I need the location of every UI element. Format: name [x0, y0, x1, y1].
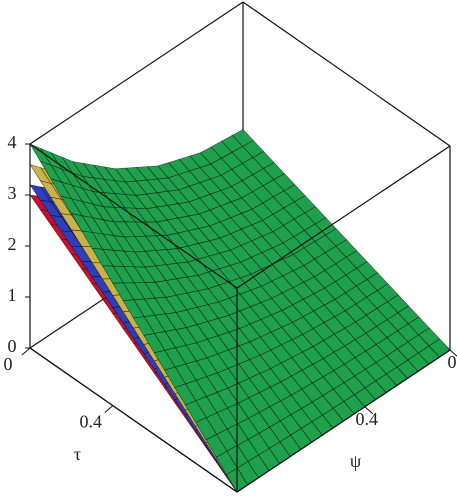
- z-tick-label: 4: [8, 132, 17, 152]
- front-edges: [29, 143, 451, 493]
- box-edge: [242, 1, 451, 147]
- box-edge: [29, 347, 238, 493]
- x-tick-label: 0: [4, 354, 13, 374]
- surface: [29, 129, 451, 493]
- z-tick-label: 2: [8, 234, 17, 254]
- box-edge: [236, 145, 451, 289]
- surfaces: [29, 129, 451, 493]
- box-edge: [29, 1, 244, 145]
- box-edge: [236, 349, 451, 493]
- y-tick-label: 0: [448, 352, 457, 372]
- z-tick-label: 1: [8, 285, 17, 305]
- z-tick-label: 0: [8, 336, 17, 356]
- y-axis-title: ψ: [350, 451, 362, 471]
- x-tick: [21, 347, 31, 356]
- box-edge: [29, 143, 238, 289]
- z-tick-label: 3: [8, 183, 17, 203]
- y-tick-label: 0.4: [356, 409, 379, 429]
- axes: 0 1 2 3 4 0 0.4 0 0.4 τ ψ: [4, 132, 457, 471]
- x-tick-label: 0.4: [80, 412, 103, 432]
- y-tick: [364, 406, 374, 415]
- x-axis-title: τ: [74, 444, 81, 464]
- x-tick: [104, 405, 114, 413]
